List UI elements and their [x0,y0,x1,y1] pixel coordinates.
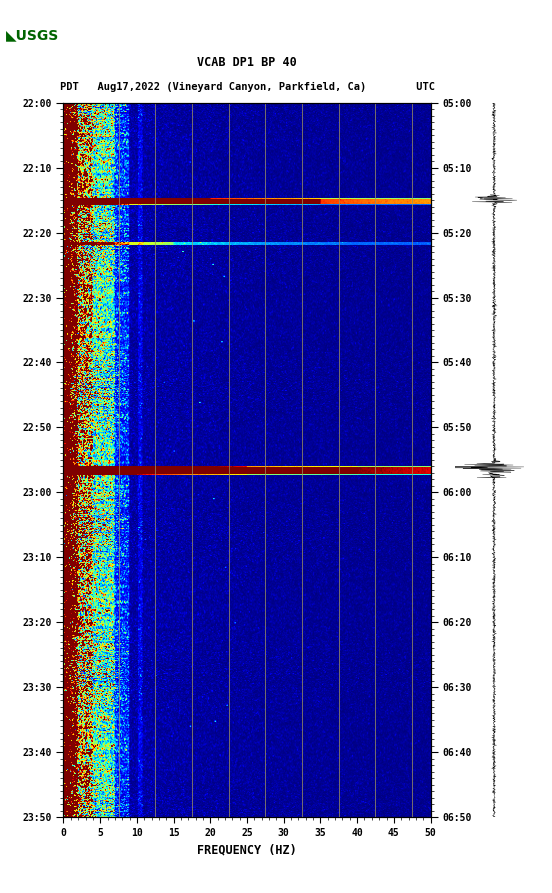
X-axis label: FREQUENCY (HZ): FREQUENCY (HZ) [197,843,297,856]
Text: ◣USGS: ◣USGS [6,29,59,43]
Text: VCAB DP1 BP 40: VCAB DP1 BP 40 [197,56,297,69]
Text: PDT   Aug17,2022 (Vineyard Canyon, Parkfield, Ca)        UTC: PDT Aug17,2022 (Vineyard Canyon, Parkfie… [60,81,434,92]
